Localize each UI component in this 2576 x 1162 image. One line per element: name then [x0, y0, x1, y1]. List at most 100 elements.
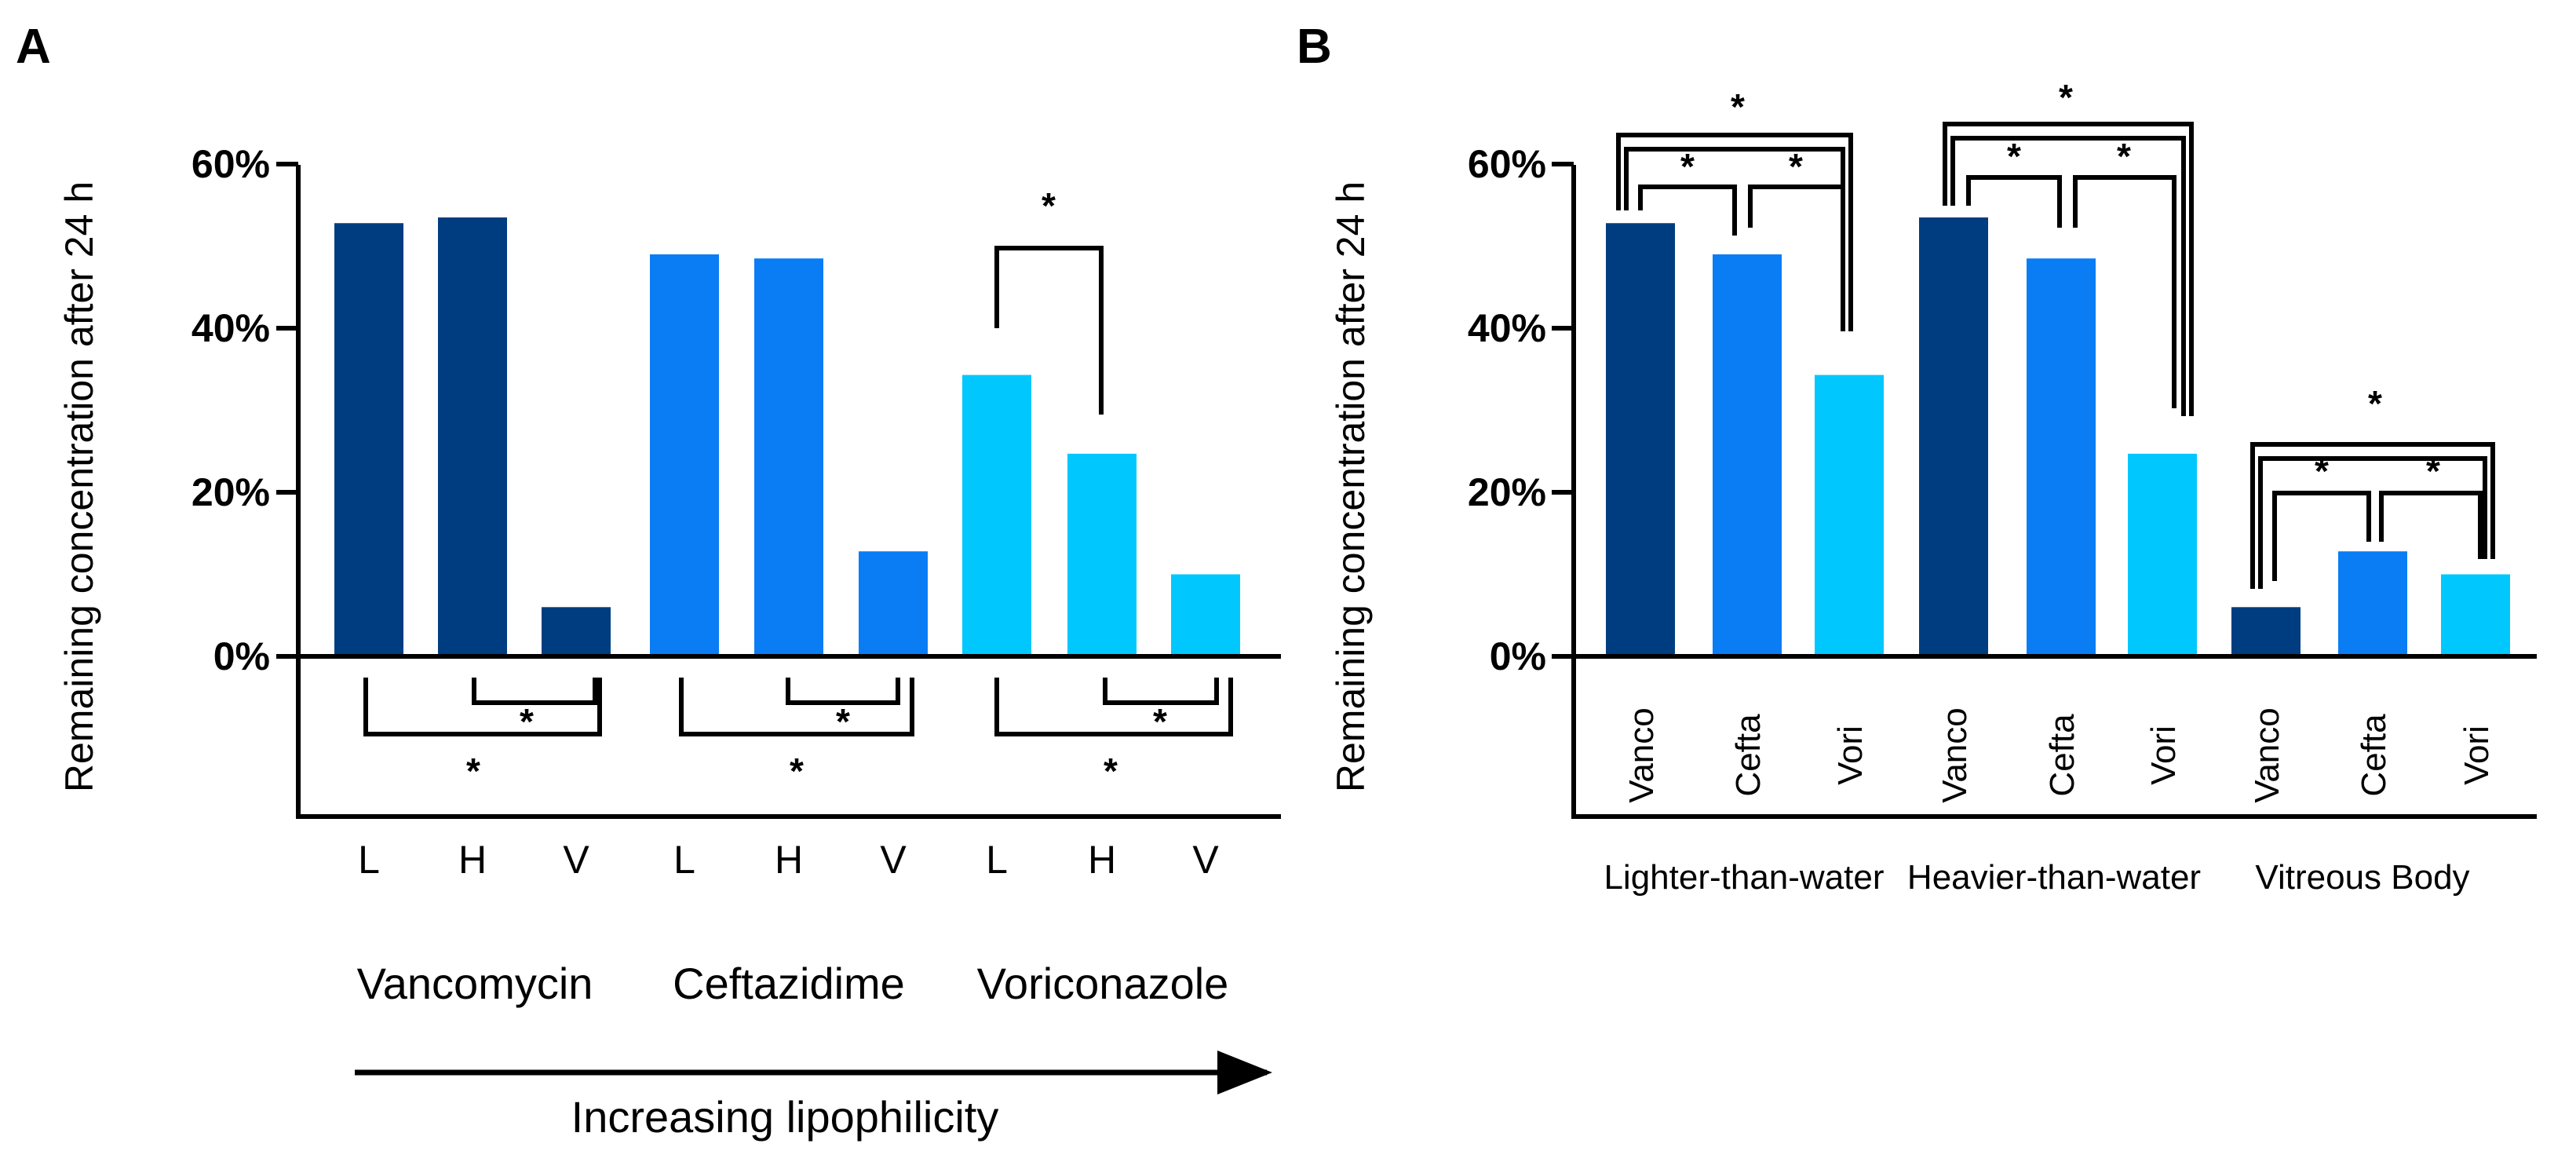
panel-b-bar: [1815, 375, 1884, 656]
significance-bracket: [472, 678, 597, 705]
panel-b-x-tick-label: Vori: [1831, 725, 1870, 785]
panel-a-bar: [1067, 453, 1137, 656]
panel-b-bar: [2128, 453, 2197, 656]
panel-a: A Remaining concentration after 24 h 0% 2…: [16, 20, 1281, 1142]
panel-a-group-label-voriconazole: Voriconazole: [977, 959, 1229, 1008]
panel-a-x-tick-label: L: [673, 838, 695, 882]
significance-asterisk: *: [2117, 136, 2131, 177]
panel-a-group-label-vancomycin: Vancomycin: [357, 959, 593, 1008]
significance-bracket: [2379, 491, 2483, 559]
panel-a-y-tick-label: 0%: [213, 634, 270, 678]
panel-b-bar: [1713, 254, 1782, 656]
panel-b-group-label-heavier: Heavier-than-water: [1907, 858, 2201, 897]
panel-a-y-axis-label: Remaining concentration after 24 h: [57, 181, 101, 792]
panel-b-x-tick-label: Vanco: [2248, 707, 2286, 803]
panel-b-letter: B: [1297, 20, 1332, 74]
significance-bracket: [1966, 175, 2062, 228]
panel-b-y-tick-label: 0%: [1490, 634, 1546, 678]
significance-bracket: [2272, 491, 2371, 581]
panel-a-x-tick-label: V: [1192, 838, 1219, 882]
significance-asterisk: *: [1153, 701, 1167, 742]
panel-b-bar: [2027, 258, 2096, 656]
significance-asterisk: *: [2059, 77, 2073, 118]
significance-bracket: [994, 246, 1104, 415]
panel-a-x-tick-label: H: [458, 838, 487, 882]
panel-b-bar: [1606, 223, 1675, 656]
panel-b-bar: [2231, 607, 2301, 656]
significance-bracket: [1638, 185, 1737, 236]
significance-asterisk: *: [836, 701, 850, 742]
significance-asterisk: *: [1104, 751, 1118, 791]
panel-a-x-tick-label: H: [1088, 838, 1116, 882]
panel-b-y-tick-label: 60%: [1468, 142, 1546, 186]
panel-a-y-axis: 0% 20% 40% 60%: [192, 142, 298, 678]
panel-b: B Remaining concentration after 24 h 0% 2…: [1297, 20, 2537, 897]
panel-a-x-tick-label: V: [880, 838, 907, 882]
panel-a-bar: [962, 375, 1031, 656]
significance-bracket: [1748, 185, 1845, 322]
panel-b-x-tick-label: Cefta: [1729, 714, 1768, 797]
panel-b-x-tick-label: Vori: [2457, 725, 2496, 785]
panel-a-x-tick-label: L: [986, 838, 1008, 882]
panel-b-bar: [2338, 551, 2407, 656]
panel-b-x-tick-label: Vanco: [1622, 707, 1661, 803]
panel-a-bar: [754, 258, 823, 656]
panel-b-group-label-vitreous: Vitreous Body: [2255, 858, 2469, 897]
significance-bracket: [2073, 175, 2176, 408]
significance-bracket: [2258, 456, 2487, 589]
panel-a-bars: [334, 217, 1240, 656]
lipophilicity-arrow-label: Increasing lipophilicity: [571, 1092, 999, 1142]
panel-b-y-axis-label: Remaining concentration after 24 h: [1329, 181, 1373, 792]
panel-a-letter: A: [16, 20, 51, 74]
panel-b-x-tick-label: Vanco: [1936, 707, 1974, 803]
panel-a-significance: * * * * * * *: [363, 185, 1233, 791]
significance-bracket: [1950, 136, 2186, 416]
panel-a-y-tick-label: 60%: [192, 142, 270, 186]
significance-asterisk: *: [1731, 86, 1745, 127]
significance-asterisk: *: [790, 751, 804, 791]
panel-b-y-axis: 0% 20% 40% 60%: [1468, 142, 1574, 678]
panel-b-x-tick-label: Cefta: [2355, 714, 2393, 797]
significance-bracket: [1103, 678, 1219, 705]
panel-a-y-tick-label: 20%: [192, 470, 270, 514]
panel-b-y-tick-label: 20%: [1468, 470, 1546, 514]
panel-a-group-label-ceftazidime: Ceftazidime: [673, 959, 905, 1008]
panel-a-bar: [542, 607, 611, 656]
significance-bracket: [994, 678, 1233, 736]
significance-asterisk: *: [1042, 185, 1056, 226]
panel-b-bar: [1919, 217, 1988, 656]
panel-a-bar: [650, 254, 719, 656]
panel-a-x-tick-label: L: [358, 838, 380, 882]
panel-a-y-tick-label: 40%: [192, 306, 270, 350]
significance-bracket: [1943, 122, 2194, 416]
significance-asterisk: *: [1789, 146, 1803, 187]
panel-b-y-tick-label: 40%: [1468, 306, 1546, 350]
panel-b-bars: [1606, 217, 2510, 656]
significance-bracket: [363, 678, 602, 736]
significance-asterisk: *: [1680, 146, 1695, 187]
significance-bracket: [786, 678, 900, 705]
significance-asterisk: *: [2315, 451, 2329, 491]
panel-b-significance: * * * * * * * * *: [1616, 77, 2495, 589]
panel-a-bar: [859, 551, 928, 656]
panel-b-x-axis: Vanco Cefta Vori Vanco Cefta Vori Vanco Cefta Vo…: [1622, 707, 2496, 803]
panel-b-x-tick-label: Cefta: [2043, 714, 2082, 797]
panel-b-group-label-lighter: Lighter-than-water: [1604, 858, 1884, 897]
significance-asterisk: *: [2368, 383, 2382, 424]
panel-a-bar: [438, 217, 507, 656]
significance-asterisk: *: [2007, 136, 2021, 177]
significance-bracket: [2250, 442, 2495, 589]
panel-b-x-tick-label: Vori: [2144, 725, 2183, 785]
panel-a-bar: [1171, 574, 1240, 656]
panel-a-bar: [334, 223, 403, 656]
significance-asterisk: *: [2426, 451, 2440, 491]
panel-a-x-tick-label: H: [775, 838, 803, 882]
significance-asterisk: *: [466, 751, 480, 791]
panel-a-x-tick-label: V: [563, 838, 589, 882]
significance-asterisk: *: [520, 701, 534, 742]
panel-b-bar: [2441, 574, 2510, 656]
significance-bracket: [1616, 133, 1853, 331]
